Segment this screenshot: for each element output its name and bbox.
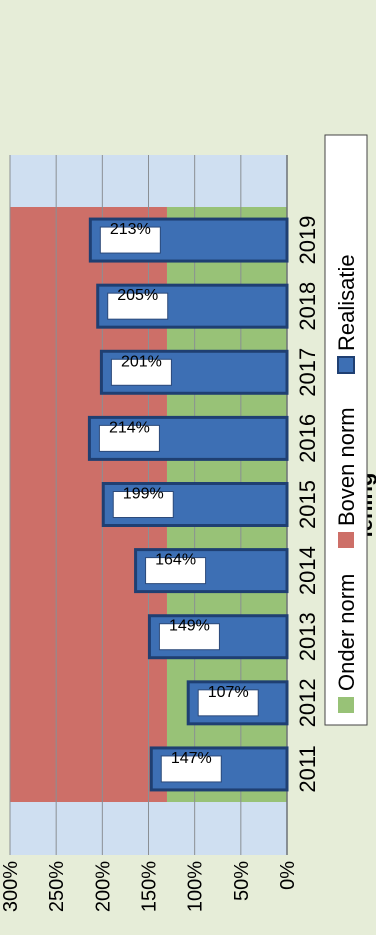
y-tick-label: 100% (185, 861, 207, 912)
x-tick-label: 2012 (295, 678, 320, 727)
data-label-box (160, 755, 222, 783)
y-tick-label: 0% (277, 861, 299, 890)
data-label: 164% (155, 552, 196, 569)
data-label: 213% (110, 221, 151, 238)
data-label: 205% (117, 287, 158, 304)
data-label-box (110, 358, 172, 386)
legend-label: Realisatie (334, 254, 359, 351)
data-label: 107% (208, 684, 249, 701)
x-tick-label: 2016 (295, 414, 320, 463)
y-tick-label: 250% (46, 861, 68, 912)
data-label: 201% (121, 353, 162, 370)
y-tick-label: 200% (92, 861, 114, 912)
data-label-box (158, 623, 220, 651)
x-tick-label: 2017 (295, 348, 320, 397)
x-tick-label: 2015 (295, 480, 320, 529)
y-tick-label: 150% (139, 861, 161, 912)
y-tick-label: 50% (231, 861, 253, 901)
legend-label: Boven norm (334, 407, 359, 526)
data-label: 199% (123, 486, 164, 503)
data-label-box (107, 292, 169, 320)
data-label-box (197, 689, 259, 717)
data-label-box (145, 557, 207, 585)
y-tick-label: 300% (0, 861, 22, 912)
legend-swatch (337, 356, 355, 374)
data-label: 149% (169, 618, 210, 635)
legend-swatch (338, 697, 354, 713)
data-label-box (99, 226, 161, 254)
x-tick-label: 2013 (295, 612, 320, 661)
legend-swatch (338, 532, 354, 548)
data-label-box (112, 491, 174, 518)
x-tick-label: 2019 (295, 216, 320, 265)
x-tick-label: 2011 (295, 745, 320, 792)
data-label: 147% (171, 750, 212, 767)
x-tick-label: 2014 (295, 546, 320, 595)
data-label: 214% (109, 419, 150, 436)
legend-box (324, 134, 368, 726)
legend-label: Onder norm (334, 574, 359, 691)
data-label-box (98, 424, 160, 452)
x-tick-label: 2018 (295, 282, 320, 331)
